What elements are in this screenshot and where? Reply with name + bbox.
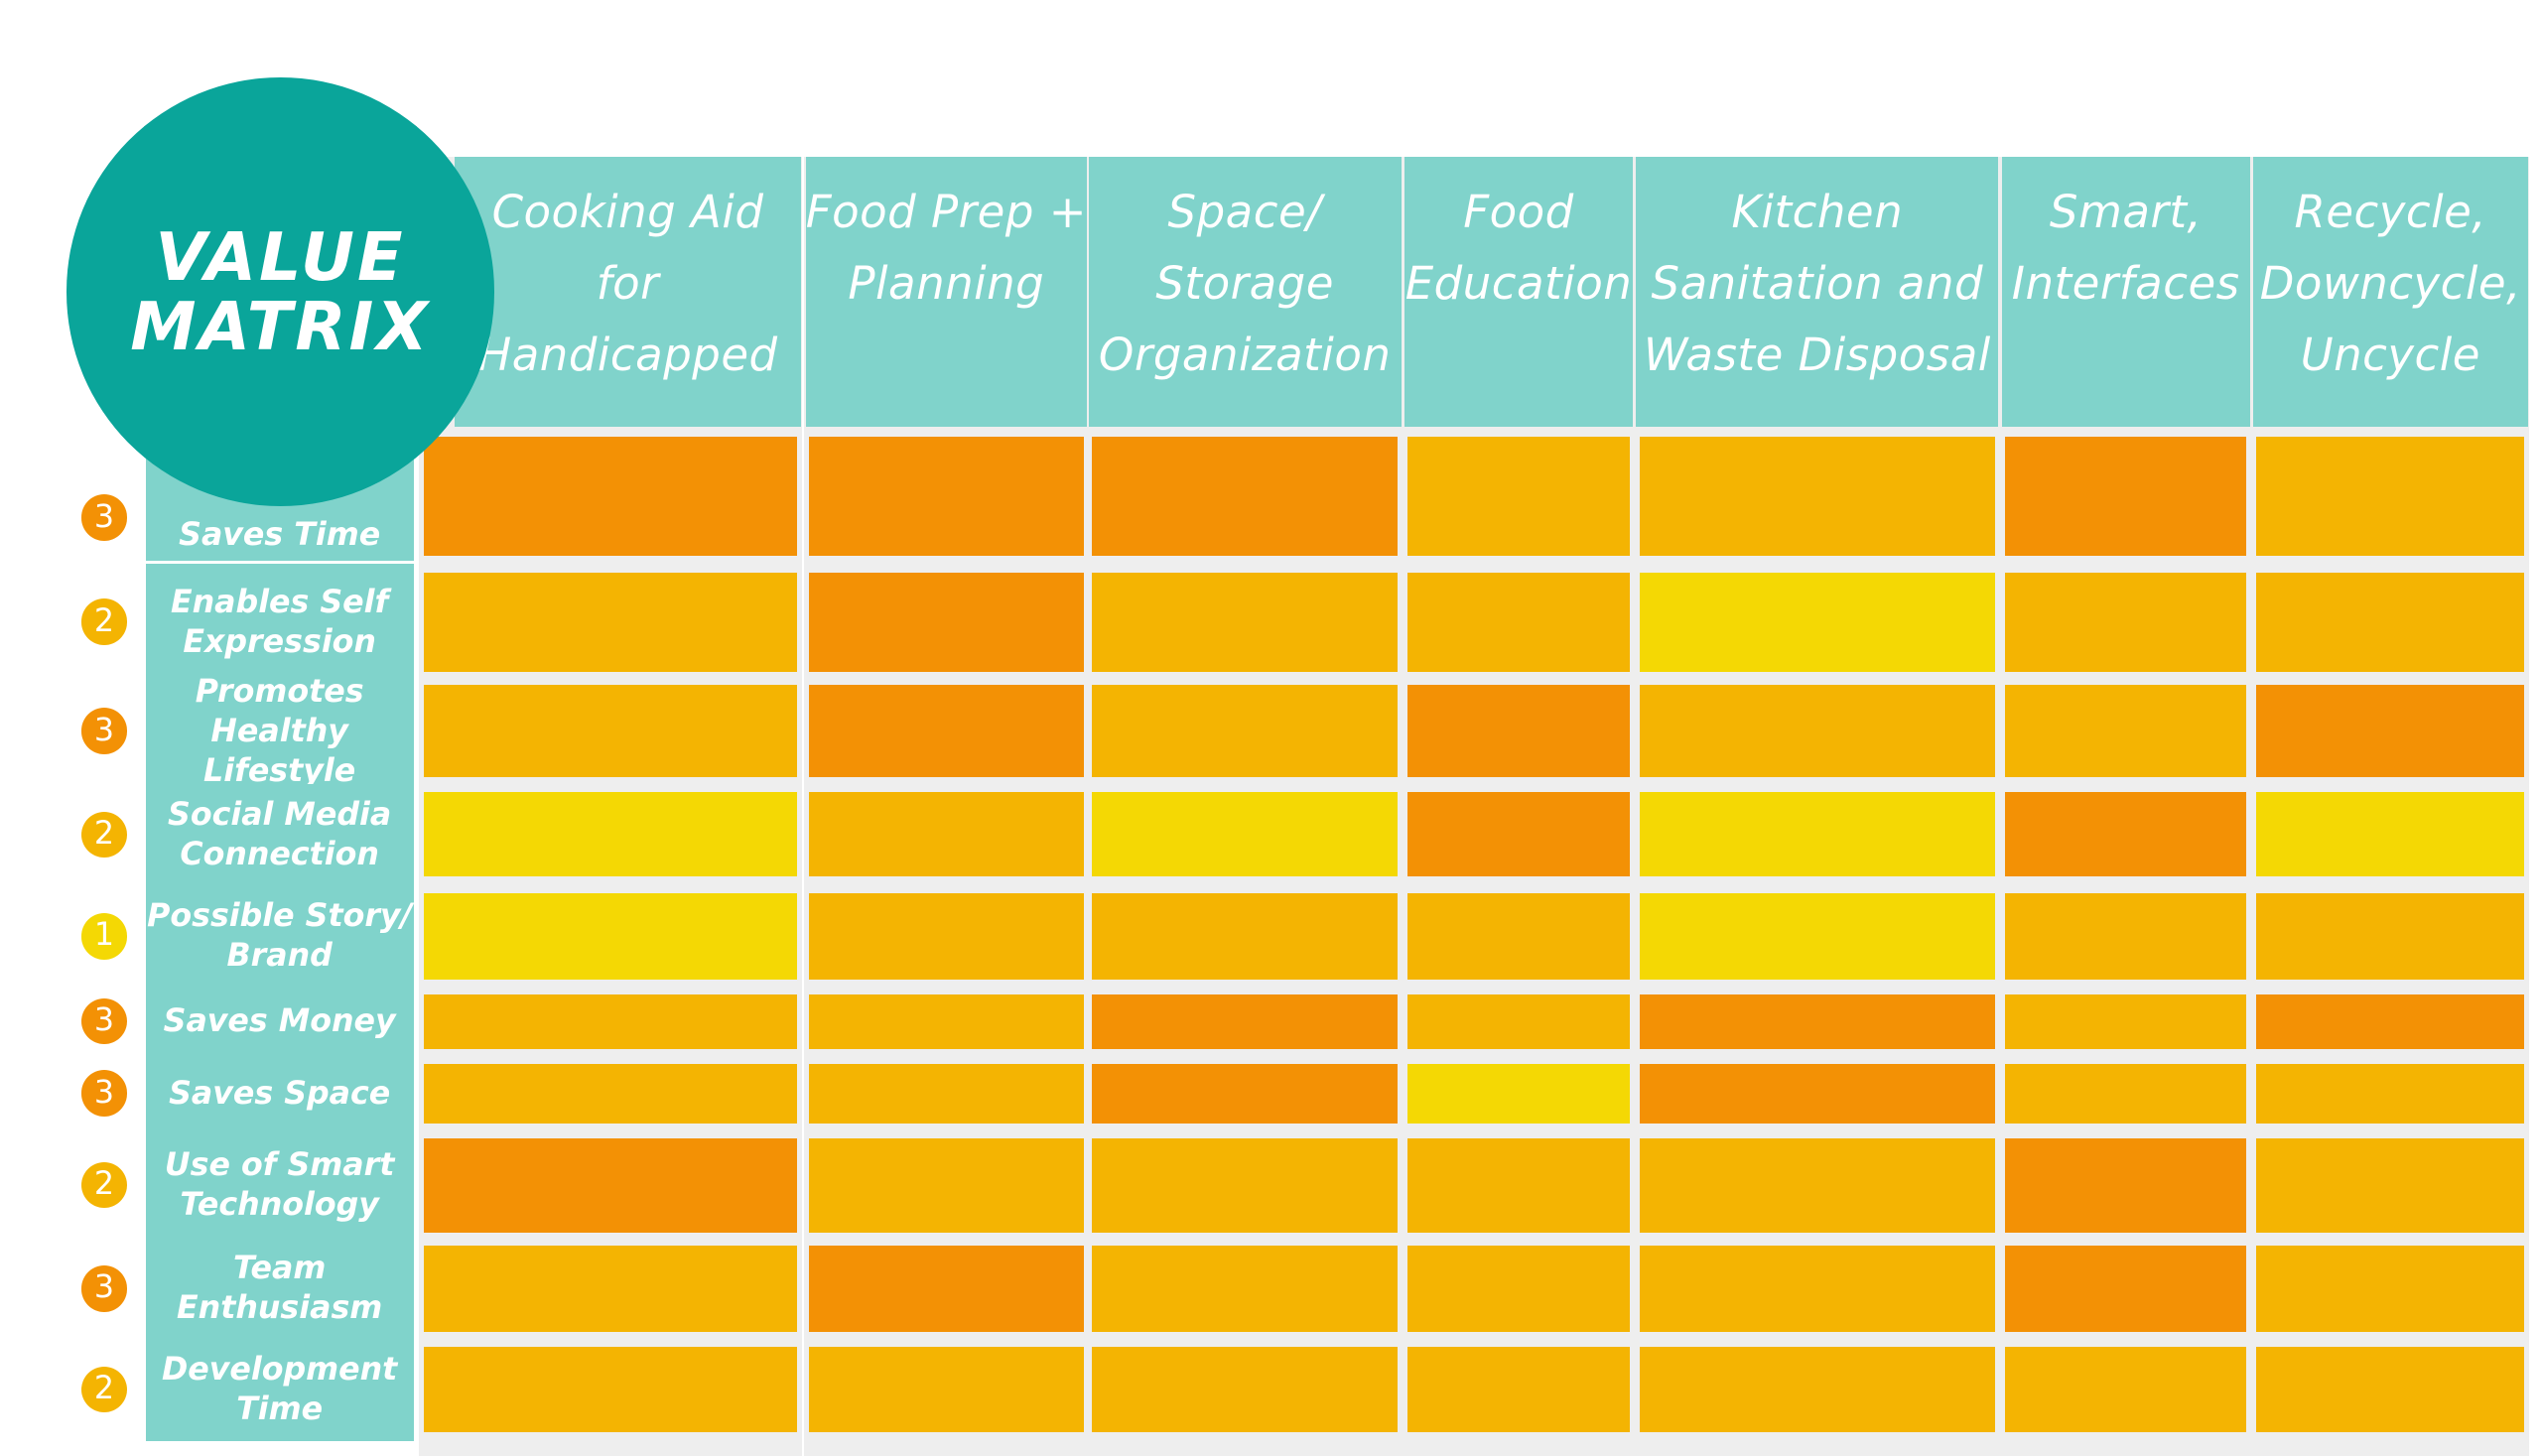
heatmap-cell [1092,993,1399,1049]
heatmap-cell [1092,792,1399,877]
heatmap-cell [1407,572,1630,672]
column-header: Recycle, Downcycle, Uncycle [2253,157,2528,427]
weight-badge: 3 [80,708,128,754]
heatmap-cell [1639,1346,1995,1433]
heatmap-cell [1639,993,1995,1049]
heatmap-cell [423,437,798,556]
heatmap-cell [423,685,798,778]
heatmap-cell [2005,993,2247,1049]
heatmap-cell [2005,437,2247,556]
heatmap-cell [809,1137,1084,1233]
heatmap-cell [809,437,1084,556]
heatmap-cell [2256,792,2525,877]
heatmap-cell [423,993,798,1049]
heatmap-cell [2005,893,2247,980]
title-circle: VALUE MATRIX [66,77,495,506]
row-label: Promotes Healthy Lifestyle [145,674,414,789]
page-title: VALUE MATRIX [130,218,431,366]
weight-badge: 3 [80,494,128,541]
heatmap-cell [423,893,798,980]
row-label: Saves Space [145,1055,414,1131]
weight-badge: 3 [80,997,128,1045]
heatmap-cell [809,685,1084,778]
heatmap-cell [1407,437,1630,556]
heatmap-cell [809,993,1084,1049]
heatmap-cell [2005,685,2247,778]
heatmap-cell [1407,993,1630,1049]
row-label: Development Time [145,1338,414,1441]
heatmap-cell [809,792,1084,877]
heatmap-cell [1407,1246,1630,1332]
heatmap-cell [2005,572,2247,672]
weight-badge: 2 [80,1366,128,1413]
heatmap-cell [1639,1063,1995,1124]
heatmap-cell [1639,685,1995,778]
column-header: Smart, Interfaces [2001,157,2250,427]
row-label: Possible Story/ Brand [145,884,414,988]
heatmap-cell [809,893,1084,980]
heatmap-cell [1407,1137,1630,1233]
heatmap-cell [1407,685,1630,778]
heatmap-cell [1639,437,1995,556]
heatmap-cell [809,1246,1084,1332]
heatmap-cell [1407,1346,1630,1433]
column-header: Kitchen Sanitation and Waste Disposal [1636,157,1999,427]
heatmap-cell [2256,685,2525,778]
heatmap-cell [1639,1246,1995,1332]
heatmap-cell [2256,893,2525,980]
row-label: Use of Smart Technology [145,1129,414,1241]
heatmap-cell [1092,1063,1399,1124]
heatmap-cell [1639,572,1995,672]
column-header: Food Prep + Planning [805,157,1087,427]
heatmap-cell [423,1063,798,1124]
heatmap-cell [2005,792,2247,877]
heatmap-cell [1092,1246,1399,1332]
heatmap-cell [2256,993,2525,1049]
heatmap-cell [2005,1246,2247,1332]
weight-badge: 3 [80,1070,128,1117]
heatmap-cell [1092,685,1399,778]
heatmap-cell [809,572,1084,672]
heatmap-cell [1639,1137,1995,1233]
heatmap-cell [1407,792,1630,877]
heatmap-cell [2005,1346,2247,1433]
heatmap-cell [2256,1346,2525,1433]
heatmap-cell [1407,1063,1630,1124]
heatmap-cell [2256,572,2525,672]
heatmap-cell [2256,1137,2525,1233]
heatmap-cell [2256,437,2525,556]
heatmap-cell [1092,893,1399,980]
heatmap-cell [1639,792,1995,877]
column-header: Space/ Storage Organization [1088,157,1402,427]
weight-badge: 2 [80,598,128,645]
heatmap-cell [423,1246,798,1332]
heatmap-cell [423,1346,798,1433]
weight-badge: 1 [80,913,128,960]
heatmap-cell [809,1063,1084,1124]
heatmap-cell [1092,572,1399,672]
heatmap-cell [1092,1346,1399,1433]
heatmap-cell [2256,1063,2525,1124]
heatmap-cell [1092,1137,1399,1233]
row-label: Saves Money [145,986,414,1057]
heatmap-cell [423,572,798,672]
heatmap-cell [1407,893,1630,980]
weight-badge: 2 [80,1161,128,1209]
row-label: Team Enthusiasm [145,1237,414,1340]
weight-badge: 3 [80,1265,128,1312]
column-header: Food Education [1404,157,1633,427]
heatmap-cell [1639,893,1995,980]
row-label: Social Media Connection [145,784,414,885]
heatmap-cell [1092,437,1399,556]
heatmap-cell [423,792,798,877]
weight-badge: 2 [80,811,128,859]
heatmap-cell [2005,1137,2247,1233]
heatmap-cell [2256,1246,2525,1332]
heatmap-cell [2005,1063,2247,1124]
heatmap-cell [423,1137,798,1233]
heatmap-cell [809,1346,1084,1433]
row-label: Enables Self Expression [145,564,414,680]
column-header: Cooking Aid for Handicapped [455,157,801,427]
